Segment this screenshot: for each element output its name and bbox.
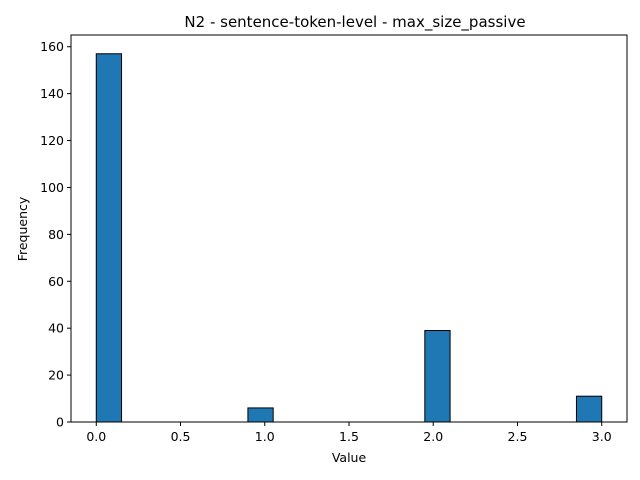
histogram-bar-1 [247,407,274,423]
y-tick-label: 0 [56,415,64,430]
plot-frame [70,34,628,423]
histogram-bar-2 [424,330,451,423]
x-tick-label: 1.0 [255,429,275,444]
x-tick-label: 3.0 [592,429,612,444]
y-axis-label: Frequency [15,196,30,261]
x-tick-label: 0.5 [171,429,191,444]
x-tick-label: 2.0 [423,429,443,444]
y-tick-label: 80 [48,227,64,242]
y-tick-label: 60 [48,274,64,289]
x-tick-label: 0.0 [86,429,106,444]
x-tick-label: 1.5 [339,429,359,444]
y-tick-label: 120 [40,133,64,148]
y-axis-ticks: 0 20 40 60 80 100 120 140 160 [40,39,71,430]
y-tick-label: 140 [40,86,64,101]
histogram-bar-3 [575,395,603,423]
y-tick-label: 160 [40,39,64,54]
y-tick-label: 40 [48,321,64,336]
chart-title: N2 - sentence-token-level - max_size_pas… [184,13,525,32]
y-tick-label: 100 [40,180,64,195]
x-axis-label: Value [332,450,367,465]
y-tick-label: 20 [48,368,64,383]
x-tick-label: 2.5 [508,429,528,444]
x-axis-ticks: 0.0 0.5 1.0 1.5 2.0 2.5 3.0 [86,422,612,444]
bars [95,53,603,423]
histogram-bar-0 [95,53,123,423]
